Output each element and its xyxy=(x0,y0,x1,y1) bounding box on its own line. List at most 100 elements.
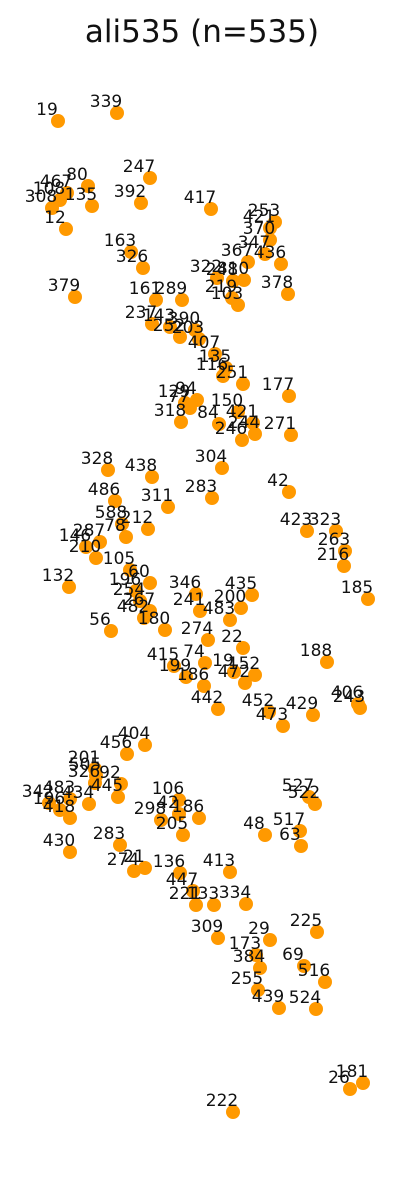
node-label: 21 xyxy=(123,847,145,867)
graph-node: 378 xyxy=(261,273,295,301)
graph-node: 472 xyxy=(218,662,252,690)
node-label: 384 xyxy=(233,947,265,967)
graph-node: 445 xyxy=(91,776,125,804)
node-label: 210 xyxy=(69,537,101,557)
graph-node: 210 xyxy=(69,537,103,565)
node-label: 136 xyxy=(153,852,185,872)
graph-node: 56 xyxy=(89,610,118,638)
node-label: 180 xyxy=(138,609,170,629)
node-label: 318 xyxy=(154,401,186,421)
node-label: 304 xyxy=(195,447,227,467)
graph-node: 185 xyxy=(341,578,375,606)
node-label: 48 xyxy=(243,814,265,834)
graph-node: 247 xyxy=(123,157,157,185)
graph-node: 132 xyxy=(42,566,76,594)
node-label: 473 xyxy=(256,705,288,725)
node-label: 63 xyxy=(279,825,301,845)
node-label: 251 xyxy=(216,363,248,383)
graph-node: 135 xyxy=(65,185,99,213)
node-label: 522 xyxy=(288,783,320,803)
node-label: 19 xyxy=(36,100,58,120)
node-label: 524 xyxy=(289,988,321,1008)
graph-node: 103 xyxy=(211,284,245,312)
graph-node: 339 xyxy=(90,92,124,120)
node-label: 132 xyxy=(42,566,74,586)
node-label: 326 xyxy=(116,247,148,267)
node-label: 436 xyxy=(254,243,286,263)
node-label: 438 xyxy=(125,456,157,476)
node-label: 212 xyxy=(121,508,153,528)
node-label: 308 xyxy=(25,187,57,207)
node-label: 246 xyxy=(215,419,247,439)
node-label: 283 xyxy=(93,824,125,844)
graph-node: 436 xyxy=(254,243,288,271)
node-label: 205 xyxy=(156,814,188,834)
graph-node: 328 xyxy=(81,449,115,477)
graph-node: 19 xyxy=(36,100,65,128)
node-label: 289 xyxy=(155,279,187,299)
graph-node: 12 xyxy=(44,208,73,236)
node-label: 472 xyxy=(218,662,250,682)
node-label: 445 xyxy=(91,776,123,796)
node-label: 135 xyxy=(65,185,97,205)
graph-node: 417 xyxy=(184,188,218,216)
graph-node: 429 xyxy=(286,694,320,722)
node-label: 241 xyxy=(173,590,205,610)
node-label: 516 xyxy=(298,961,330,981)
node-label: 413 xyxy=(203,851,235,871)
node-label: 810 xyxy=(217,259,249,279)
node-label: 222 xyxy=(206,1091,238,1111)
node-label: 42 xyxy=(267,471,289,491)
graph-node: 516 xyxy=(298,961,332,989)
graph-node: 283 xyxy=(93,824,127,852)
node-label: 283 xyxy=(185,477,217,497)
graph-node: 430 xyxy=(43,831,77,859)
graph-node: 334 xyxy=(219,883,253,911)
graph-node: 413 xyxy=(203,851,237,879)
node-label: 12 xyxy=(44,208,66,228)
node-label: 429 xyxy=(286,694,318,714)
graph-node: 42 xyxy=(267,471,296,499)
node-label: 339 xyxy=(90,92,122,112)
graph-node: 243 xyxy=(333,687,367,715)
node-label: 103 xyxy=(211,284,243,304)
node-label: 334 xyxy=(219,883,251,903)
node-label: 379 xyxy=(48,276,80,296)
node-label: 430 xyxy=(43,831,75,851)
node-label: 133 xyxy=(187,884,219,904)
graph-node: 216 xyxy=(317,545,351,573)
node-label: 22 xyxy=(221,627,243,647)
node-label: 417 xyxy=(184,188,216,208)
graph-node: 251 xyxy=(216,363,250,391)
graph-node: 326 xyxy=(116,247,150,275)
graph-node: 418 xyxy=(43,797,77,825)
node-label: 367 xyxy=(221,241,253,261)
node-label: 225 xyxy=(290,911,322,931)
graph-node: 180 xyxy=(138,609,172,637)
graph-node: 188 xyxy=(300,641,334,669)
node-label: 56 xyxy=(89,610,111,630)
graph-node: 48 xyxy=(243,814,272,842)
graph-node: 309 xyxy=(191,917,225,945)
graph-node: 222 xyxy=(206,1091,240,1119)
graph-node: 456 xyxy=(100,733,134,761)
graph-node: 318 xyxy=(154,401,188,429)
graph-node: 225 xyxy=(290,911,324,939)
node-label: 216 xyxy=(317,545,349,565)
graph-node: 379 xyxy=(48,276,82,304)
graph-node: 246 xyxy=(215,419,249,447)
node-label: 177 xyxy=(262,375,294,395)
node-label: 456 xyxy=(100,733,132,753)
graph-node: 524 xyxy=(289,988,323,1016)
graph-node: 271 xyxy=(264,414,298,442)
graph-node: 439 xyxy=(252,987,286,1015)
node-label: 483 xyxy=(203,599,235,619)
node-label: 271 xyxy=(264,414,296,434)
graph-node: 177 xyxy=(262,375,296,403)
node-label: 185 xyxy=(341,578,373,598)
node-label: 423 xyxy=(280,510,312,530)
graph-node: 522 xyxy=(288,783,322,811)
node-label: 247 xyxy=(123,157,155,177)
node-label: 80 xyxy=(66,165,88,185)
